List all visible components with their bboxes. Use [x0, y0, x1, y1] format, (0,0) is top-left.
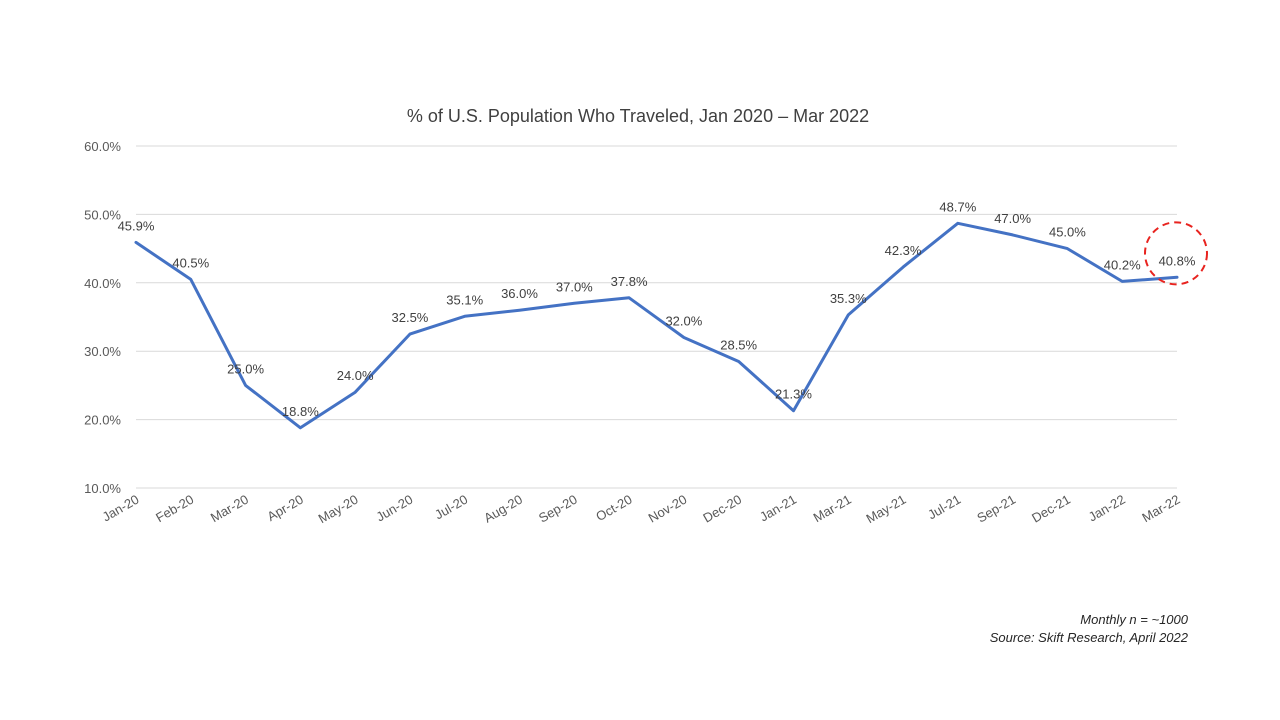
y-tick-label: 30.0%	[84, 344, 121, 359]
data-label: 40.2%	[1104, 257, 1141, 272]
x-tick-label: Jun-20	[374, 492, 416, 525]
data-label: 47.0%	[994, 211, 1031, 226]
footnote-sample-size: Monthly n = ~1000	[1080, 612, 1188, 627]
data-label: 32.0%	[665, 314, 702, 329]
x-tick-label: Nov-20	[646, 492, 690, 526]
x-tick-label: Apr-20	[265, 492, 306, 525]
chart-title: % of U.S. Population Who Traveled, Jan 2…	[407, 106, 869, 126]
data-label: 40.8%	[1159, 253, 1196, 268]
data-labels: 45.9% 40.5% 25.0% 18.8% 24.0% 32.5% 35.1% 36.0%…	[118, 199, 1196, 419]
data-label: 21.3%	[775, 387, 812, 402]
y-tick-label: 60.0%	[84, 139, 121, 154]
x-tick-label: Mar-22	[1139, 492, 1182, 526]
highlight-circle	[1144, 221, 1208, 286]
x-tick-label: Jan-22	[1086, 492, 1128, 525]
data-label: 37.8%	[611, 274, 648, 289]
y-tick-label: 40.0%	[84, 276, 121, 291]
data-label: 28.5%	[720, 337, 757, 352]
data-label: 35.1%	[446, 292, 483, 307]
data-label: 25.0%	[227, 361, 264, 376]
data-label: 42.3%	[885, 243, 922, 258]
series-line	[134, 221, 1179, 430]
data-label: 18.8%	[282, 404, 319, 419]
y-tick-label: 10.0%	[84, 481, 121, 496]
data-label: 40.5%	[172, 255, 209, 270]
data-label: 32.5%	[392, 310, 429, 325]
data-label: 45.9%	[118, 218, 155, 233]
y-tick-label: 20.0%	[84, 413, 121, 428]
data-label: 48.7%	[939, 199, 976, 214]
y-axis-tick-labels: 10.0% 20.0% 30.0% 40.0% 50.0% 60.0%	[84, 139, 121, 496]
x-tick-label: Dec-20	[700, 492, 744, 526]
x-tick-label: Dec-21	[1029, 492, 1073, 526]
data-label: 35.3%	[830, 291, 867, 306]
x-tick-label: May-20	[316, 492, 361, 527]
data-label: 37.0%	[556, 279, 593, 294]
x-tick-label: May-21	[864, 492, 909, 527]
footnote-source: Source: Skift Research, April 2022	[989, 630, 1188, 645]
x-tick-label: Aug-20	[481, 492, 525, 526]
x-tick-label: Mar-21	[811, 492, 854, 526]
data-label: 45.0%	[1049, 225, 1086, 240]
x-tick-label: Jul-20	[432, 492, 470, 523]
data-label: 24.0%	[337, 368, 374, 383]
x-tick-label: Sep-20	[536, 492, 580, 526]
series-line	[134, 221, 1179, 430]
x-tick-label: Mar-20	[208, 492, 251, 526]
gridlines	[136, 145, 1177, 489]
data-label: 36.0%	[501, 286, 538, 301]
x-tick-label: Jul-21	[925, 492, 963, 523]
x-tick-label: Feb-20	[153, 492, 196, 526]
x-tick-label: Jan-20	[100, 492, 142, 525]
x-tick-label: Sep-21	[974, 492, 1018, 526]
y-tick-label: 50.0%	[84, 207, 121, 222]
x-tick-label: Oct-20	[593, 492, 634, 524]
x-tick-label: Jan-21	[757, 492, 799, 525]
highlight-annotation	[1144, 221, 1208, 286]
x-axis-tick-labels: Jan-20 Feb-20 Mar-20 Apr-20 May-20 Jun-20 Jul-…	[100, 492, 1183, 527]
